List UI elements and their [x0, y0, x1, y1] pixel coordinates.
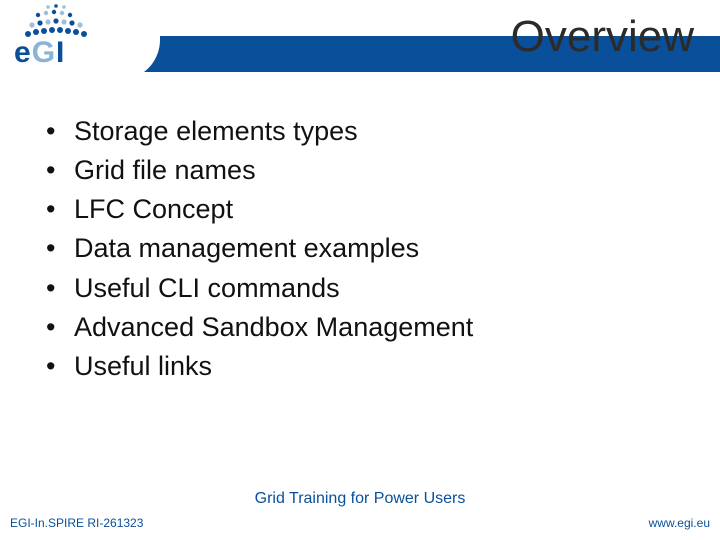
footer-left: EGI-In.SPIRE RI-261323: [10, 516, 143, 530]
logo-letter-i: I: [56, 36, 65, 69]
slide: eGI Overview Storage elements types Grid…: [0, 0, 720, 540]
page-title: Overview: [511, 12, 694, 62]
footer-center: Grid Training for Power Users: [0, 490, 720, 508]
logo-letter-g: G: [32, 36, 56, 69]
list-item: Data management examples: [46, 229, 690, 268]
logo-dots-icon: [16, 4, 136, 40]
logo-text: eGI: [14, 36, 65, 70]
list-item: Useful links: [46, 347, 690, 386]
body: Storage elements types Grid file names L…: [46, 112, 690, 386]
list-item: LFC Concept: [46, 190, 690, 229]
bullet-list: Storage elements types Grid file names L…: [46, 112, 690, 386]
list-item: Advanced Sandbox Management: [46, 308, 690, 347]
list-item: Grid file names: [46, 151, 690, 190]
logo-letter-e: e: [14, 36, 32, 69]
list-item: Storage elements types: [46, 112, 690, 151]
list-item: Useful CLI commands: [46, 269, 690, 308]
footer-right: www.egi.eu: [649, 516, 710, 530]
logo: eGI: [0, 0, 160, 80]
